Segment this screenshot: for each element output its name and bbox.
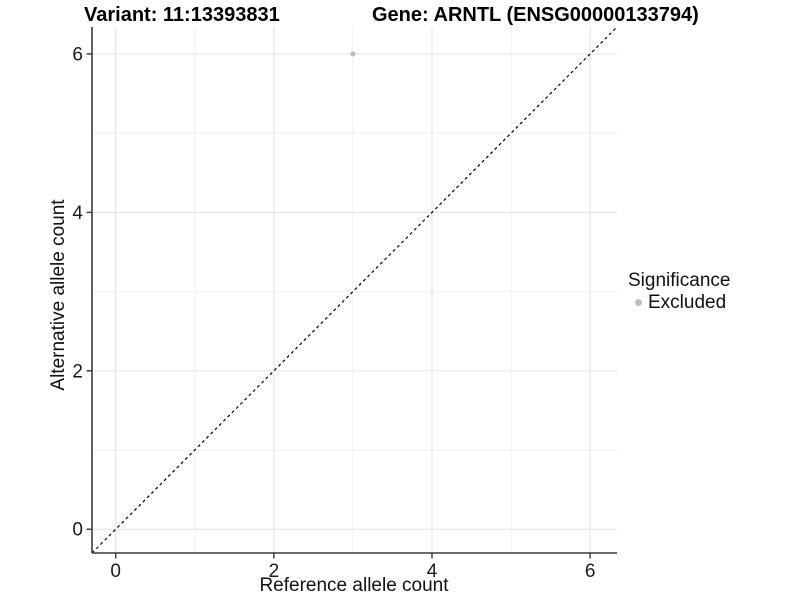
legend-item-excluded: Excluded — [628, 292, 730, 313]
y-tick-label: 4 — [72, 203, 83, 224]
x-tick-label: 0 — [110, 561, 121, 582]
legend: Significance Excluded — [628, 270, 730, 313]
x-axis-title: Reference allele count — [259, 575, 449, 596]
legend-item-label: Excluded — [648, 292, 727, 313]
y-axis-title: Alternative allele count — [48, 199, 69, 391]
y-tick-label: 2 — [72, 361, 83, 382]
x-tick-label: 6 — [585, 561, 596, 582]
excluded-point-icon — [635, 299, 642, 306]
identity-line — [91, 26, 618, 554]
y-tick-label: 0 — [72, 520, 83, 541]
y-tick-label: 6 — [72, 44, 83, 65]
x-tick-label: 4 — [427, 561, 438, 582]
plot-title-gene: Gene: ARNTL (ENSG00000133794) — [372, 4, 699, 26]
x-tick-label: 2 — [269, 561, 280, 582]
plot-title-variant: Variant: 11:13393831 — [84, 4, 280, 26]
legend-title: Significance — [628, 270, 731, 291]
data-point — [350, 51, 356, 57]
